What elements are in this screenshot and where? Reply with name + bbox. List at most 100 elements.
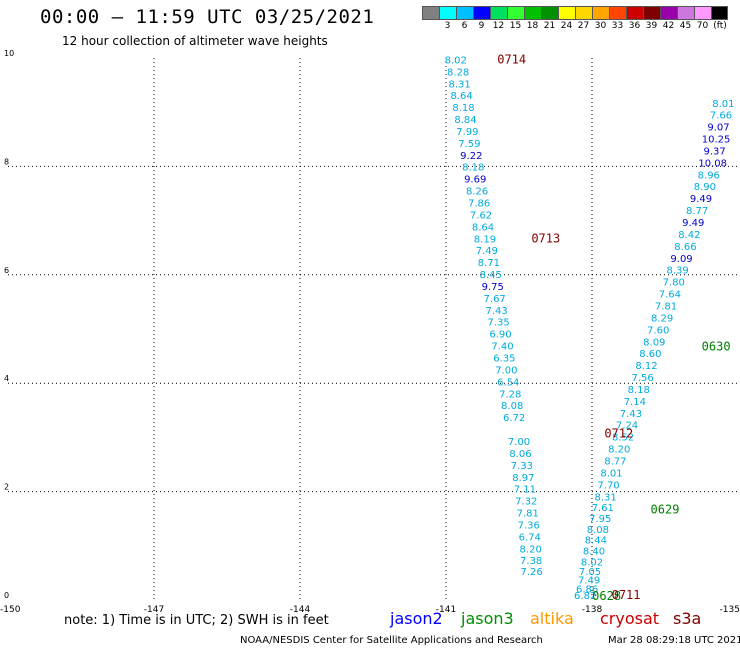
scale-label: 9: [478, 21, 485, 31]
y-tick-label: 8: [4, 157, 9, 166]
scale-swatch: [592, 6, 609, 20]
legend-altika: altika: [530, 609, 574, 628]
wave-height-value: 8.12: [635, 361, 657, 372]
x-tick-label: -138: [582, 605, 603, 615]
wave-height-value: 10.08: [698, 158, 727, 169]
wave-height-value: 8.97: [512, 473, 534, 484]
wave-height-value: 9.37: [704, 146, 726, 157]
wave-height-value: 6.90: [489, 330, 511, 341]
wave-height-value: 8.52: [612, 433, 634, 444]
y-tick-label: 4: [4, 374, 9, 383]
scale-swatch: [677, 6, 694, 20]
color-swatches: [422, 6, 734, 20]
scale-swatch: [711, 6, 728, 20]
scale-label: 24: [560, 21, 573, 31]
wave-height-value: 7.99: [456, 127, 478, 138]
scale-label: 70: [696, 21, 709, 31]
wave-height-value: 9.69: [464, 175, 486, 186]
wave-height-value: 7.70: [597, 480, 619, 491]
wave-height-value: 8.28: [447, 67, 469, 78]
wave-height-value: 10.25: [702, 135, 731, 146]
scale-swatch: [643, 6, 660, 20]
wave-height-value: 7.49: [476, 246, 498, 257]
wave-height-value: 8.60: [639, 349, 661, 360]
wave-height-value: 8.64: [450, 91, 472, 102]
wave-height-value: 7.28: [499, 389, 521, 400]
wave-height-value: 8.20: [608, 445, 630, 456]
wave-height-value: 8.84: [454, 115, 476, 126]
wave-height-value: 8.18: [452, 103, 474, 114]
legend-jason2: jason2: [390, 609, 443, 628]
scale-swatch: [626, 6, 643, 20]
page-subtitle: 12 hour collection of altimeter wave hei…: [62, 34, 328, 48]
scale-label: 33: [611, 21, 624, 31]
pass-time-label: 0711: [612, 588, 641, 602]
wave-height-value: 8.01: [600, 468, 622, 479]
scale-swatch: [558, 6, 575, 20]
wave-height-value: 7.24: [616, 421, 638, 432]
scale-label: 45: [679, 21, 692, 31]
footer-timestamp: Mar 28 08:29:18 UTC 2021: [608, 635, 740, 646]
wave-height-value: 8.20: [520, 544, 542, 555]
wave-height-value: 7.00: [508, 437, 530, 448]
footer-note: note: 1) Time is in UTC; 2) SWH is in fe…: [64, 613, 329, 628]
wave-height-value: 7.80: [663, 278, 685, 289]
scale-swatch: [456, 6, 473, 20]
wave-height-value: 7.33: [511, 461, 533, 472]
scale-swatch: [660, 6, 677, 20]
wave-height-value: 9.22: [460, 151, 482, 162]
wave-height-value: 8.29: [651, 313, 673, 324]
wave-height-value: 8.18: [628, 385, 650, 396]
wave-height-value: 8.08: [501, 401, 523, 412]
wave-height-value: 7.95: [589, 514, 611, 525]
footer-credit: NOAA/NESDIS Center for Satellite Applica…: [240, 635, 543, 646]
scale-label: 6: [461, 21, 468, 31]
wave-height-value: 8.66: [674, 242, 696, 253]
wave-height-value: 8.77: [686, 206, 708, 217]
scale-label: 18: [526, 21, 539, 31]
wave-height-value: 7.67: [484, 294, 506, 305]
y-tick-label: 2: [4, 483, 9, 492]
scale-label: 30: [594, 21, 607, 31]
wave-height-value: 7.61: [592, 503, 614, 514]
wave-height-value: 8.96: [698, 170, 720, 181]
scale-label: 42: [662, 21, 675, 31]
scale-unit: (ft): [713, 21, 727, 31]
pass-time-label: 0713: [531, 231, 560, 245]
wave-height-value: 6.86: [576, 584, 598, 595]
wave-height-value: 7.62: [470, 210, 492, 221]
pass-time-label: 0628: [592, 589, 621, 603]
legend-cryosat: cryosat: [600, 609, 660, 628]
wave-height-value: 6.72: [503, 413, 525, 424]
scale-label: 39: [645, 21, 658, 31]
wave-height-value: 7.05: [579, 567, 601, 578]
scale-swatch: [609, 6, 626, 20]
y-tick-label: 0: [4, 591, 9, 600]
wave-height-value: 7.43: [485, 306, 507, 317]
wave-height-value: 7.81: [655, 301, 677, 312]
scale-label: 27: [577, 21, 590, 31]
wave-height-value: 6.54: [497, 377, 519, 388]
pass-time-label: 0714: [497, 52, 526, 66]
wave-height-value: 7.11: [514, 485, 536, 496]
wave-height-value: 7.49: [578, 576, 600, 587]
scale-label: 3: [444, 21, 451, 31]
scale-swatch: [422, 6, 439, 20]
wave-height-value: 8.01: [712, 99, 734, 110]
scale-label: 12: [492, 21, 505, 31]
wave-height-value: 8.18: [462, 163, 484, 174]
color-scale-labels: 3 6 9 12 15 18 21 24 27 30 33 36 39 42 45 70 (ft): [422, 20, 734, 32]
wave-height-value: 7.56: [631, 373, 653, 384]
wave-height-value: 8.64: [472, 222, 494, 233]
wave-height-value: 7.38: [520, 556, 542, 567]
wave-height-value: 8.44: [585, 536, 607, 547]
wave-height-value: 7.81: [517, 509, 539, 520]
wave-height-value: 7.36: [518, 520, 540, 531]
wave-height-value: 8.09: [643, 337, 665, 348]
wave-height-value: 8.39: [667, 266, 689, 277]
scale-label: 36: [628, 21, 641, 31]
x-tick-label: -144: [290, 605, 311, 615]
wave-height-value: 8.06: [509, 449, 531, 460]
pass-time-label: 0630: [702, 340, 731, 354]
